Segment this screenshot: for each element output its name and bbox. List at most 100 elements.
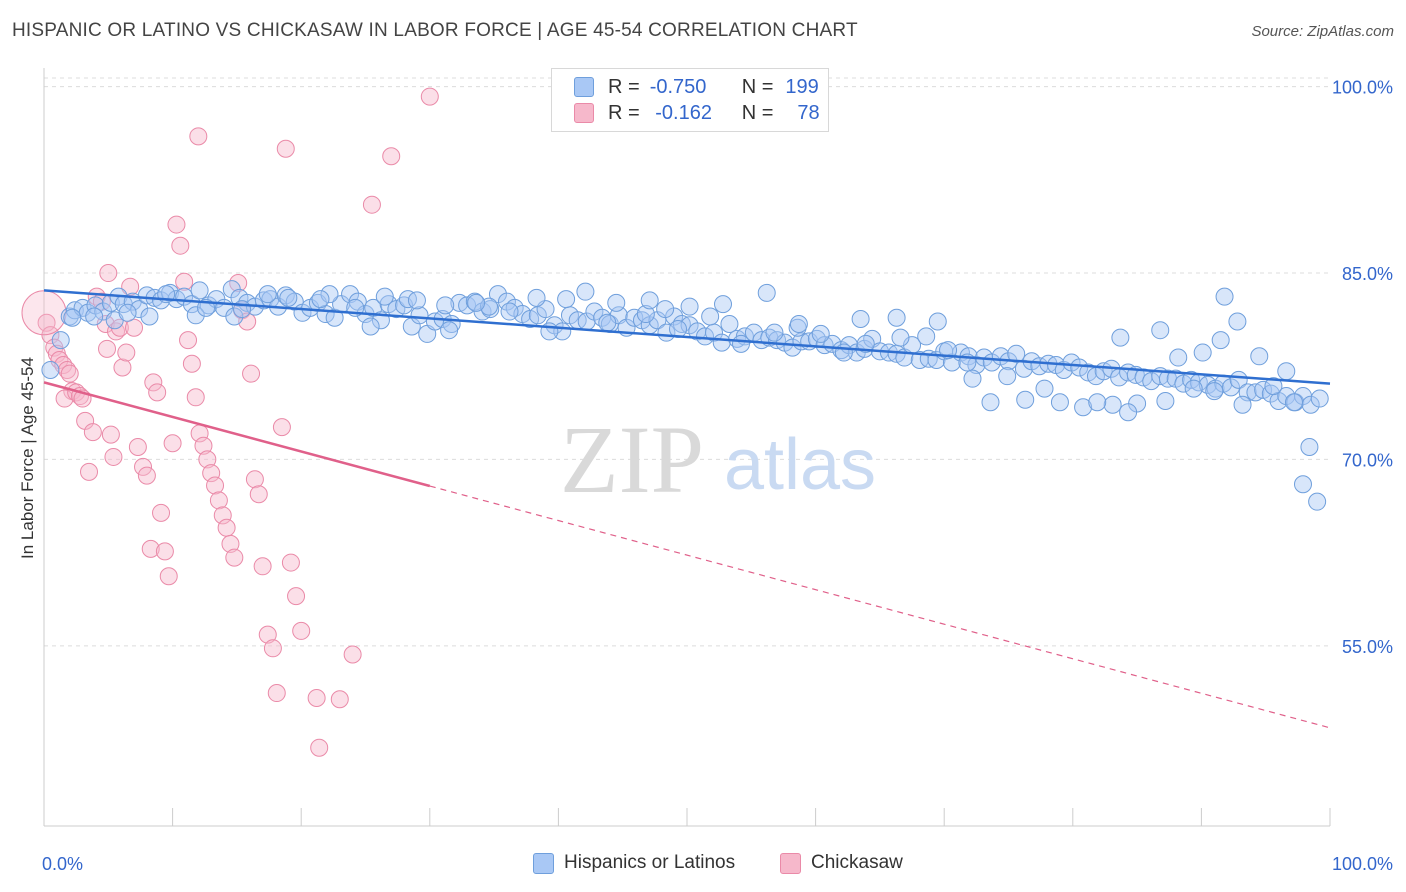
chickasaw-point	[267, 684, 286, 703]
chickasaw-points	[21, 87, 439, 757]
chickasaw-point	[141, 539, 160, 558]
chickasaw-point	[182, 354, 201, 373]
hispanic-point	[1233, 395, 1252, 414]
chickasaw-point	[194, 436, 213, 455]
watermark-zip: ZIP	[560, 406, 704, 513]
y-tick-label: 70.0%	[1342, 450, 1393, 470]
chickasaw-point	[330, 690, 349, 709]
chickasaw-point	[83, 423, 102, 442]
chickasaw-point	[206, 476, 225, 495]
hispanic-point	[640, 291, 659, 310]
hispanic-point	[467, 293, 486, 312]
y-axis-label: In Labor Force | Age 45-54	[18, 357, 37, 559]
legend-n-value: 199	[785, 75, 819, 98]
hispanic-point	[917, 327, 936, 346]
hispanic-point	[656, 300, 675, 319]
hispanic-point	[720, 314, 739, 333]
chickasaw-point	[128, 438, 147, 456]
legend-n-value: 78	[797, 101, 820, 124]
chickasaw-trend-extension	[429, 485, 1331, 729]
hispanic-point	[851, 310, 870, 329]
hispanic-point	[311, 290, 330, 309]
chickasaw-point	[310, 738, 329, 757]
chickasaw-point	[104, 447, 123, 466]
hispanic-point	[598, 313, 617, 332]
hispanic-point	[1284, 393, 1303, 412]
hispanic-point	[891, 328, 910, 347]
chickasaw-point	[152, 503, 171, 522]
hispanic-point	[712, 333, 731, 352]
chickasaw-point	[281, 553, 300, 572]
hispanic-point	[1111, 328, 1130, 347]
hispanic-point	[41, 360, 60, 379]
chickasaw-point	[287, 587, 306, 606]
chickasaw-point	[98, 339, 117, 358]
x-tick-label: 0.0%	[42, 854, 83, 874]
hispanic-point	[939, 341, 958, 360]
hispanic-point	[1156, 392, 1175, 411]
hispanic-point	[1264, 377, 1283, 396]
chickasaw-point	[258, 625, 277, 644]
chickasaw-point	[221, 534, 240, 553]
hispanic-trend-line	[43, 289, 1331, 385]
hispanic-point	[1308, 492, 1327, 511]
hispanic-point	[789, 314, 808, 333]
hispanic-point	[1103, 395, 1122, 414]
hispanic-point	[1250, 347, 1269, 366]
hispanic-point	[1211, 331, 1230, 350]
axes	[43, 68, 1331, 827]
chickasaw-point	[144, 373, 163, 392]
hispanic-point	[963, 369, 982, 388]
hispanic-point	[1261, 384, 1280, 403]
chickasaw-point	[186, 388, 205, 407]
legend-swatch-chickasaw	[780, 852, 801, 874]
chickasaw-point	[179, 331, 198, 350]
chickasaw-point	[249, 485, 268, 504]
legend-row-hispanic: R = -0.750 N = 199	[574, 75, 819, 99]
hispanic-point	[63, 308, 82, 327]
hispanic-point	[815, 336, 834, 355]
hispanic-point	[1228, 312, 1247, 331]
hispanic-point	[636, 305, 655, 324]
chickasaw-point	[113, 358, 132, 377]
hispanic-point	[186, 306, 205, 325]
y-tick-label: 55.0%	[1342, 637, 1393, 657]
hispanic-point	[1169, 348, 1188, 367]
chickasaw-point	[117, 343, 136, 362]
chickasaw-point	[382, 147, 401, 166]
hispanic-point	[465, 292, 484, 311]
hispanic-point	[410, 306, 429, 325]
hispanic-point	[1088, 393, 1107, 412]
legend-swatch-hispanic	[574, 77, 594, 97]
hispanic-point	[887, 308, 906, 327]
hispanic-point	[1074, 398, 1093, 417]
chickasaw-point	[189, 127, 208, 146]
chickasaw-point	[134, 457, 153, 476]
hispanic-point	[1050, 393, 1069, 412]
hispanic-point	[834, 343, 853, 362]
bottom-legend-hispanic[interactable]: Hispanics or Latinos	[533, 852, 735, 874]
hispanic-point	[190, 281, 209, 300]
chickasaw-point	[148, 383, 167, 402]
hispanic-point	[51, 331, 70, 350]
chickasaw-trend-line	[43, 381, 431, 488]
hispanic-point	[488, 285, 507, 304]
hispanic-point	[276, 286, 295, 305]
chickasaw-point	[80, 462, 99, 481]
chickasaw-point	[198, 450, 217, 469]
hispanic-point	[1151, 321, 1170, 340]
hispanic-point	[279, 288, 298, 307]
legend-r-label: R =	[608, 75, 640, 98]
bottom-legend-chickasaw[interactable]: Chickasaw	[780, 852, 903, 874]
chickasaw-point	[343, 645, 362, 664]
chickasaw-point	[253, 557, 272, 576]
chickasaw-point	[420, 87, 439, 106]
hispanic-point	[1193, 343, 1212, 362]
hispanic-point	[928, 312, 947, 331]
hispanic-point	[140, 307, 159, 326]
hispanic-point	[130, 300, 149, 319]
chickasaw-point	[245, 470, 264, 489]
legend-r-value: -0.750	[649, 75, 707, 98]
legend-n-label: N =	[741, 75, 774, 98]
hispanic-point	[576, 282, 595, 301]
